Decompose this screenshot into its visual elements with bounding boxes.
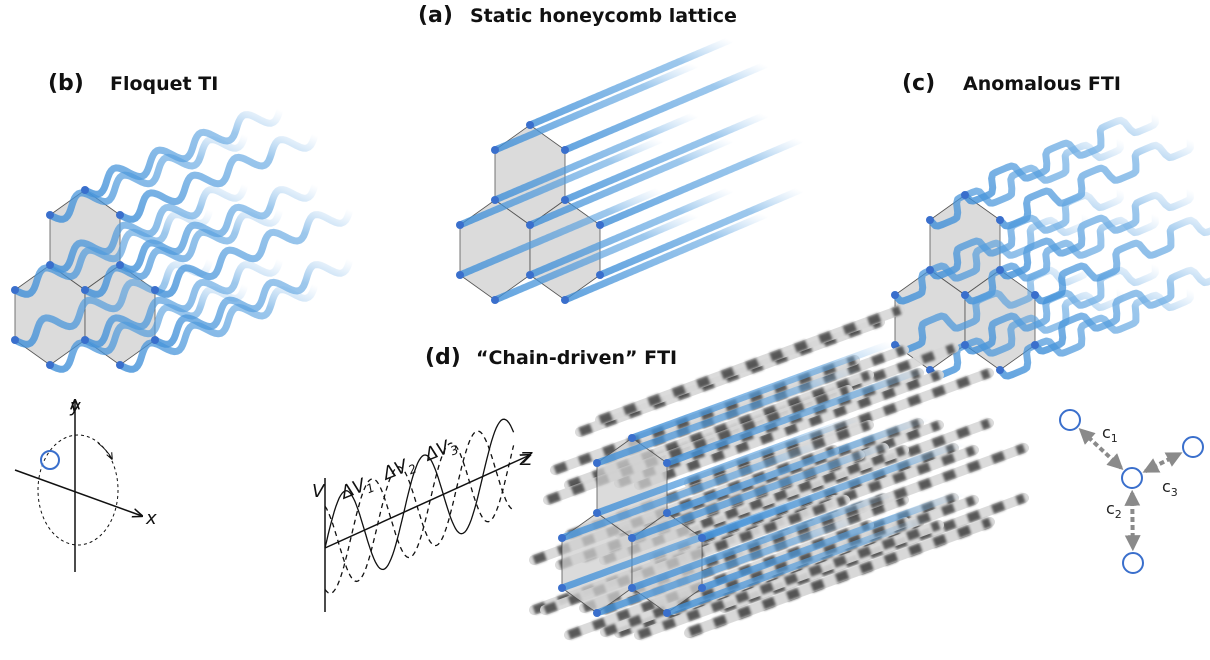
subscript: 2 — [1115, 508, 1122, 521]
site — [996, 216, 1004, 224]
site — [698, 534, 706, 542]
site — [926, 266, 934, 274]
site — [491, 146, 499, 154]
site — [41, 451, 59, 469]
panel-title: Floquet TI — [110, 73, 218, 95]
panel-title: Static honeycomb lattice — [470, 5, 737, 27]
panel-label: (a) — [418, 3, 453, 28]
drawing — [11, 40, 1210, 635]
site — [561, 146, 569, 154]
symbol: ΔV — [420, 436, 454, 466]
site — [593, 609, 601, 617]
site — [46, 361, 54, 369]
site — [596, 271, 604, 279]
site — [456, 271, 464, 279]
site — [1031, 291, 1039, 299]
site — [46, 261, 54, 269]
axis-label: y — [69, 396, 81, 417]
waveguide — [530, 40, 730, 125]
waveguide — [965, 115, 1155, 201]
symbol: c — [1106, 499, 1115, 518]
site — [961, 191, 969, 199]
site — [491, 196, 499, 204]
site — [663, 609, 671, 617]
site — [1031, 341, 1039, 349]
axis-label: x — [145, 508, 157, 529]
potential-curve — [325, 431, 514, 581]
panel-label: (b) — [48, 71, 84, 96]
panel-title: Anomalous FTI — [963, 73, 1121, 95]
site — [698, 584, 706, 592]
site — [663, 459, 671, 467]
coupling — [1132, 493, 1133, 548]
subscript: 1 — [1111, 432, 1118, 445]
site — [891, 291, 899, 299]
axis-label: V — [312, 481, 326, 502]
symbol: c — [1162, 477, 1171, 496]
curve-label: ΔV3 — [420, 434, 460, 468]
site — [1183, 437, 1203, 457]
panel-title: “Chain-driven” FTI — [476, 347, 677, 369]
axis-label: Z — [519, 449, 533, 470]
site — [628, 534, 636, 542]
waveguide — [155, 210, 350, 294]
panel-label: (d) — [425, 345, 461, 370]
symbol: ΔV — [378, 455, 412, 485]
site — [456, 221, 464, 229]
curve-label: ΔV2 — [378, 453, 418, 487]
site — [1123, 553, 1143, 573]
site — [593, 509, 601, 517]
site — [46, 211, 54, 219]
axis — [15, 470, 142, 516]
symbol: c — [1102, 423, 1111, 442]
symbol: ΔV — [336, 474, 370, 504]
figure: (a) Static honeycomb lattice (b) Floquet… — [0, 0, 1210, 660]
subscript: 3 — [1171, 486, 1178, 499]
site — [151, 336, 159, 344]
coupling-label: c1 — [1102, 423, 1118, 445]
site — [116, 211, 124, 219]
site — [561, 296, 569, 304]
coupling-label: c3 — [1162, 477, 1178, 499]
site — [561, 196, 569, 204]
curve-label: ΔV1 — [336, 472, 376, 506]
site — [558, 534, 566, 542]
waveguide — [120, 135, 315, 219]
coupling — [1145, 454, 1179, 471]
site — [491, 296, 499, 304]
site — [663, 509, 671, 517]
site — [526, 121, 534, 129]
site — [961, 291, 969, 299]
site — [116, 261, 124, 269]
site — [628, 584, 636, 592]
site — [81, 286, 89, 294]
site — [81, 336, 89, 344]
site — [1060, 410, 1080, 430]
site — [996, 366, 1004, 374]
panel-label: (c) — [902, 71, 935, 96]
site — [961, 341, 969, 349]
site — [11, 336, 19, 344]
coupling-label: c2 — [1106, 499, 1122, 521]
site — [558, 584, 566, 592]
site — [596, 221, 604, 229]
site — [996, 266, 1004, 274]
site — [81, 186, 89, 194]
site — [926, 216, 934, 224]
site — [1122, 468, 1142, 488]
site — [526, 271, 534, 279]
site — [116, 361, 124, 369]
site — [151, 286, 159, 294]
site — [526, 221, 534, 229]
site — [593, 459, 601, 467]
site — [11, 286, 19, 294]
site — [628, 434, 636, 442]
